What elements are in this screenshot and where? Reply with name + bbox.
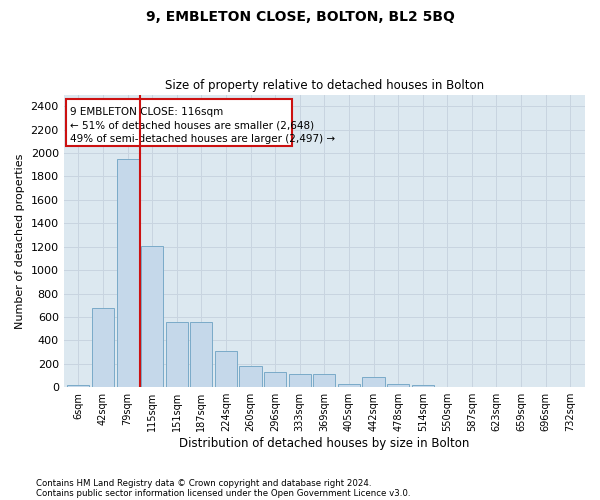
Bar: [141, 246, 163, 387]
Text: 49% of semi-detached houses are larger (2,497) →: 49% of semi-detached houses are larger (…: [70, 134, 335, 144]
Text: ← 51% of detached houses are smaller (2,648): ← 51% of detached houses are smaller (2,…: [70, 121, 314, 131]
Bar: [485, 386, 508, 387]
Bar: [412, 385, 434, 387]
FancyBboxPatch shape: [66, 99, 292, 146]
Bar: [92, 308, 114, 387]
Bar: [67, 385, 89, 387]
Bar: [239, 366, 262, 387]
Bar: [510, 386, 532, 387]
Bar: [387, 384, 409, 387]
Text: Contains public sector information licensed under the Open Government Licence v3: Contains public sector information licen…: [36, 488, 410, 498]
Text: 9, EMBLETON CLOSE, BOLTON, BL2 5BQ: 9, EMBLETON CLOSE, BOLTON, BL2 5BQ: [146, 10, 454, 24]
Bar: [264, 372, 286, 387]
Bar: [313, 374, 335, 387]
Bar: [436, 386, 458, 387]
Bar: [215, 351, 237, 387]
Text: Contains HM Land Registry data © Crown copyright and database right 2024.: Contains HM Land Registry data © Crown c…: [36, 478, 371, 488]
X-axis label: Distribution of detached houses by size in Bolton: Distribution of detached houses by size …: [179, 437, 470, 450]
Bar: [338, 384, 360, 387]
Bar: [190, 322, 212, 387]
Title: Size of property relative to detached houses in Bolton: Size of property relative to detached ho…: [165, 79, 484, 92]
Bar: [559, 386, 581, 387]
Bar: [461, 386, 483, 387]
Bar: [116, 159, 139, 387]
Bar: [362, 376, 385, 387]
Y-axis label: Number of detached properties: Number of detached properties: [15, 153, 25, 328]
Bar: [535, 386, 557, 387]
Text: 9 EMBLETON CLOSE: 116sqm: 9 EMBLETON CLOSE: 116sqm: [70, 108, 223, 118]
Bar: [166, 322, 188, 387]
Bar: [289, 374, 311, 387]
